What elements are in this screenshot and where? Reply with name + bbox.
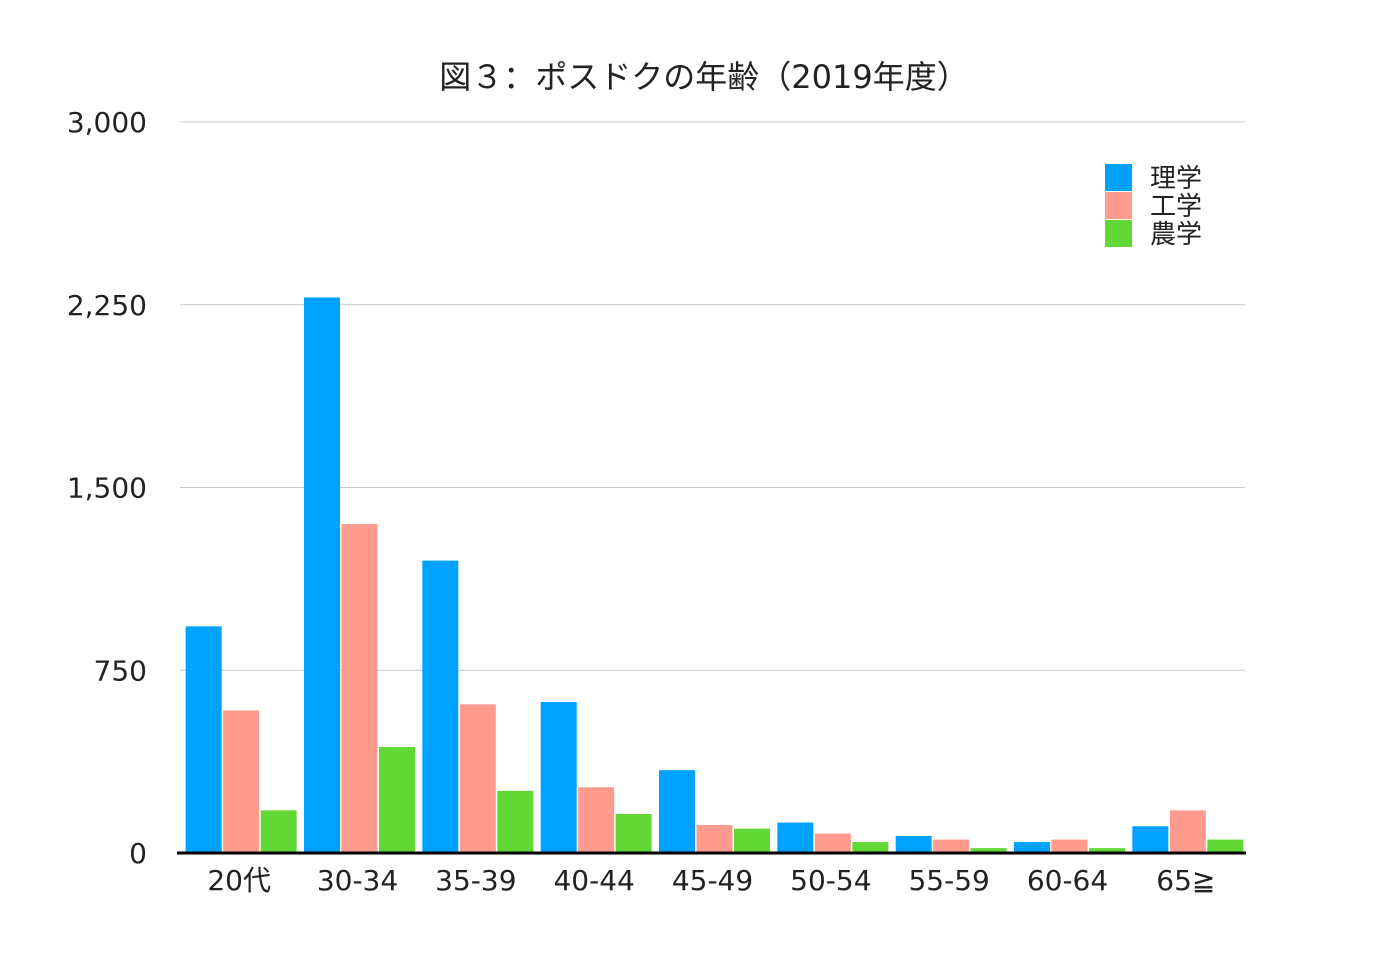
x-tick-label: 50-54 [790,864,871,897]
bar-工学-35-39 [459,704,496,853]
bar-理学-35-39 [422,560,459,853]
bar-農学-45-49 [734,828,770,853]
x-tick-label: 45-49 [672,864,753,897]
x-tick-label: 55-59 [908,864,989,897]
x-tick-label: 40-44 [553,864,634,897]
bar-農学-35-39 [497,790,534,853]
bar-農学-50-54 [852,842,889,853]
legend-label: 農学 [1150,220,1202,250]
y-tick-label: 0 [129,837,147,870]
gridlines [180,121,1245,671]
bar-工学-55-59 [933,839,970,853]
bar-理学-60-64 [1014,842,1050,853]
bar-農学-30-34 [379,747,415,853]
y-tick-label: 750 [94,654,147,687]
x-axis-tick-labels: 20代 30-34 35-39 40-44 45-49 50-54 55-59 60-64 65… [207,864,1215,897]
bars [177,297,1246,855]
bar-農学-60-64 [1089,848,1125,853]
bar-理学-45-49 [659,770,695,853]
bar-農学-55-59 [970,848,1007,853]
y-tick-label: 3,000 [67,106,147,139]
legend-swatch [1105,192,1132,219]
x-tick-label: 30-34 [317,864,398,897]
bar-工学-40-44 [578,787,615,853]
bar-工学-30-34 [341,524,378,853]
bar-工学-50-54 [814,833,851,853]
legend-label: 理学 [1150,164,1202,194]
bar-理学-40-44 [540,701,577,853]
y-tick-label: 1,500 [67,472,147,505]
x-tick-label: 35-39 [435,864,516,897]
bar-農学-65≧ [1207,839,1244,853]
bar-工学-60-64 [1051,839,1088,853]
bar-理学-50-54 [777,822,814,853]
chart-title: 図３：ポスドクの年齢（2019年度） [439,58,968,96]
x-tick-label: 65≧ [1156,864,1215,897]
bar-農学-20代 [260,810,297,853]
x-tick-label: 60-64 [1027,864,1108,897]
bar-工学-20代 [223,710,260,853]
bar-工学-45-49 [696,824,733,853]
legend-swatch [1105,164,1132,191]
bar-工学-65≧ [1169,810,1206,853]
bar-理学-20代 [185,626,222,853]
legend-label: 工学 [1150,192,1202,222]
bar-理学-65≧ [1132,826,1169,853]
bar-理学-55-59 [895,835,932,853]
bar-農学-40-44 [615,814,652,853]
y-tick-label: 2,250 [67,289,147,322]
x-tick-label: 20代 [207,864,271,897]
y-axis-tick-labels: 0 750 1,500 2,250 3,000 [67,106,147,870]
bar-理学-30-34 [304,297,340,853]
legend-swatch [1105,220,1132,247]
